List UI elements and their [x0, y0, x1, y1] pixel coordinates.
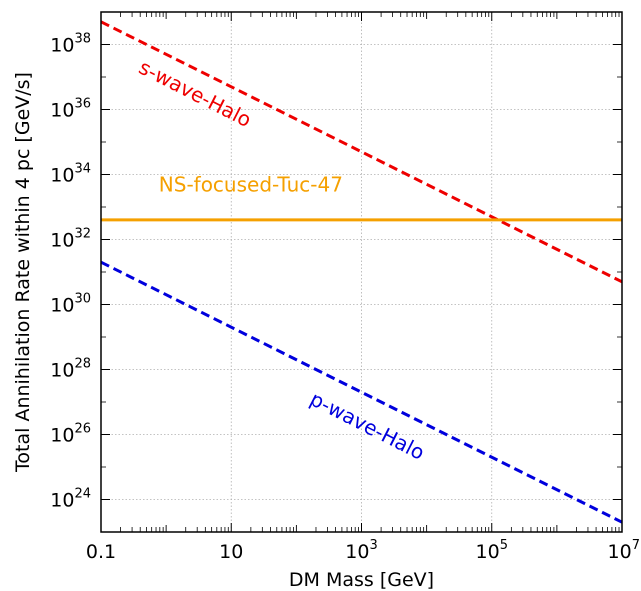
- series-label-s-wave-halo: s-wave-Halo: [135, 55, 255, 132]
- y-tick-label: 1024: [50, 487, 91, 512]
- y-tick-label: 1034: [50, 162, 91, 187]
- y-tick-labels: 1024 1026 1028 1030 1032 1034 1036 1038: [50, 32, 91, 512]
- x-tick-label: 10: [219, 541, 243, 563]
- series-label-ns-focused-tuc-47: NS-focused-Tuc-47: [159, 172, 343, 196]
- y-tick-label: 1038: [50, 32, 91, 57]
- x-tick-label: 105: [476, 538, 508, 563]
- series-label-p-wave-halo: p-wave-Halo: [306, 387, 428, 465]
- series-line-p-wave-halo: [100, 260, 623, 524]
- x-tick-label: 107: [608, 538, 640, 563]
- x-tick-label: 0.1: [86, 541, 116, 563]
- y-tick-label: 1028: [50, 357, 91, 382]
- series-line-s-wave-halo: [100, 20, 623, 284]
- x-tick-labels: 0.1 10 103 105 107: [86, 538, 640, 563]
- y-tick-label: 1026: [50, 422, 91, 447]
- y-tick-label: 1036: [50, 97, 91, 122]
- y-tick-label: 1030: [50, 292, 91, 317]
- x-axis-label: DM Mass [GeV]: [289, 569, 434, 591]
- tick-marks: [100, 11, 623, 533]
- y-axis-label: Total Annihilation Rate within 4 pc [GeV…: [12, 72, 34, 473]
- grid: [100, 12, 623, 532]
- series-layer: [100, 20, 623, 524]
- x-tick-label: 103: [345, 538, 377, 563]
- y-tick-label: 1032: [50, 227, 91, 252]
